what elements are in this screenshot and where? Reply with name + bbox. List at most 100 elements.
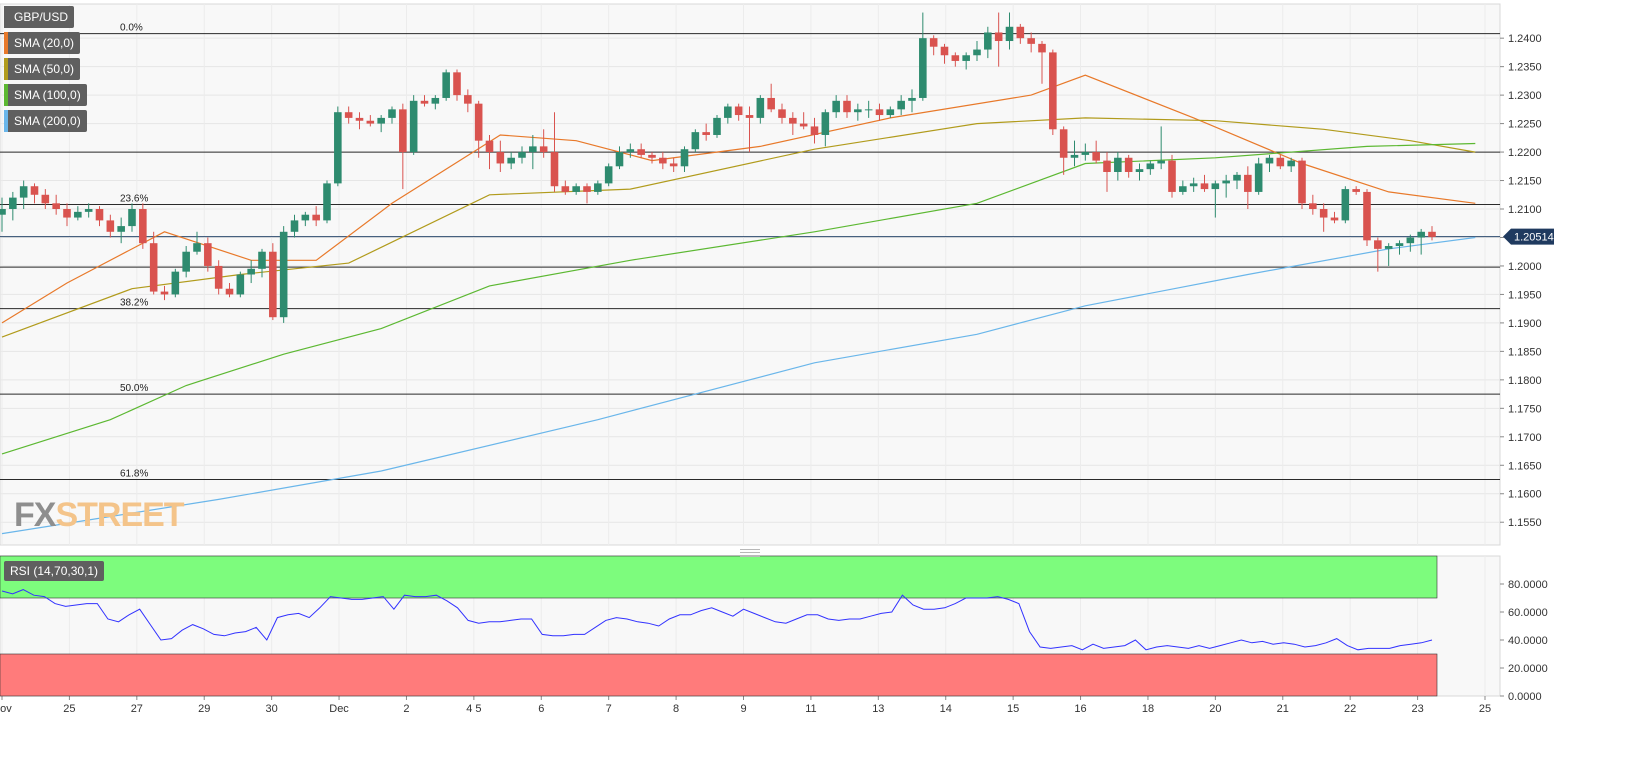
candle-body — [204, 243, 212, 266]
candle-body — [919, 38, 927, 98]
price-tick-label: 1.1800 — [1508, 375, 1542, 387]
candle-body — [399, 109, 407, 153]
candle — [843, 95, 851, 118]
candle — [691, 129, 700, 153]
candle-body — [973, 49, 981, 56]
candle — [236, 271, 245, 298]
candle — [128, 203, 136, 232]
candle-body — [1124, 157, 1133, 172]
candle-body — [669, 163, 678, 167]
legend-item-sma50[interactable]: SMA (50,0) — [4, 58, 81, 80]
candle — [604, 163, 613, 187]
price-tick-label: 1.1900 — [1508, 318, 1542, 330]
candle — [41, 189, 50, 210]
candle — [1406, 234, 1415, 252]
legend-item-sma200[interactable]: SMA (200,0) — [4, 110, 87, 132]
candle — [1168, 154, 1176, 198]
candle-body — [1428, 231, 1436, 237]
time-tick-label: Nov — [0, 703, 12, 715]
candle-body — [583, 186, 591, 192]
level-label: 23.6% — [120, 193, 148, 204]
candle-body — [269, 251, 277, 318]
candle — [1287, 157, 1295, 172]
candle — [702, 123, 710, 141]
time-tick-label: 4 5 — [466, 703, 481, 715]
candle-body — [886, 109, 895, 116]
candle-body — [1265, 157, 1274, 164]
candle — [301, 211, 310, 227]
candle-body — [442, 72, 450, 98]
candle — [1384, 243, 1393, 266]
candle — [615, 146, 624, 170]
time-tick-label: 11 — [805, 703, 816, 715]
logo-part-street: STREET — [55, 496, 184, 534]
candle-body — [1211, 183, 1220, 190]
candle — [864, 100, 873, 118]
time-tick-label: 8 — [673, 703, 679, 715]
rsi-line — [1, 589, 1433, 651]
candle — [1189, 177, 1198, 192]
candle-body — [464, 95, 472, 104]
candle — [1330, 211, 1339, 224]
candle — [734, 103, 743, 121]
candle-body — [908, 97, 916, 101]
candle-body — [485, 140, 494, 153]
legend-item-sma100[interactable]: SMA (100,0) — [4, 84, 87, 106]
candle — [594, 180, 602, 195]
candle-body — [84, 209, 93, 212]
candle-body — [453, 72, 461, 96]
candle — [1103, 152, 1111, 192]
legend-item-gbpusd[interactable]: GBP/USD — [4, 6, 75, 28]
candle — [1395, 240, 1404, 255]
candle-body — [420, 100, 429, 104]
rsi-tick-label: 40.0000 — [1508, 635, 1548, 647]
candle-body — [1374, 240, 1382, 249]
price-tick-label: 1.2350 — [1508, 62, 1542, 74]
fibonacci-levels: 0.0% 23.6% 38.2% 50.0% 61.8% — [0, 23, 1500, 481]
candle-body — [1146, 163, 1155, 170]
rsi-oversold-zone — [0, 653, 1438, 697]
candle — [442, 69, 450, 101]
candle-body — [875, 109, 884, 116]
candle — [648, 152, 656, 164]
candle-body — [0, 209, 6, 215]
fxstreet-logo: FXSTREET — [14, 496, 185, 535]
level-label: 38.2% — [120, 298, 148, 309]
price-tick-label: 1.1700 — [1508, 432, 1542, 444]
candle-body — [160, 291, 169, 295]
candle-body — [615, 152, 624, 167]
candle-body — [30, 186, 39, 195]
candle-body — [474, 103, 483, 141]
candle-body — [355, 117, 364, 121]
pane-resize-handle[interactable] — [740, 549, 760, 557]
candle-body — [63, 209, 71, 218]
candle-body — [507, 157, 515, 164]
time-tick-label: 7 — [606, 703, 612, 715]
candle-body — [1276, 157, 1285, 167]
candle — [1016, 23, 1025, 44]
candle-body — [550, 152, 559, 187]
candle — [474, 100, 483, 158]
candle — [908, 89, 916, 113]
candle — [106, 214, 115, 238]
candle-body — [1352, 189, 1360, 192]
candle — [149, 231, 158, 295]
candle — [420, 95, 429, 107]
rsi-legend-label[interactable]: RSI (14,70,30,1) — [4, 561, 105, 581]
candle — [377, 115, 385, 133]
candle — [30, 183, 39, 204]
candle-body — [1363, 191, 1371, 241]
candle-body — [1092, 152, 1100, 161]
candle — [84, 203, 93, 218]
time-tick-label: 25 — [1479, 703, 1491, 715]
candle — [1146, 160, 1155, 175]
rsi-tick-label: 60.0000 — [1508, 607, 1548, 619]
candle — [388, 106, 396, 124]
candle — [496, 140, 505, 172]
level-label: 61.8% — [120, 469, 148, 480]
legend-item-sma20[interactable]: SMA (20,0) — [4, 32, 81, 54]
candle — [52, 194, 60, 215]
candle — [572, 183, 580, 195]
candle — [290, 214, 299, 238]
